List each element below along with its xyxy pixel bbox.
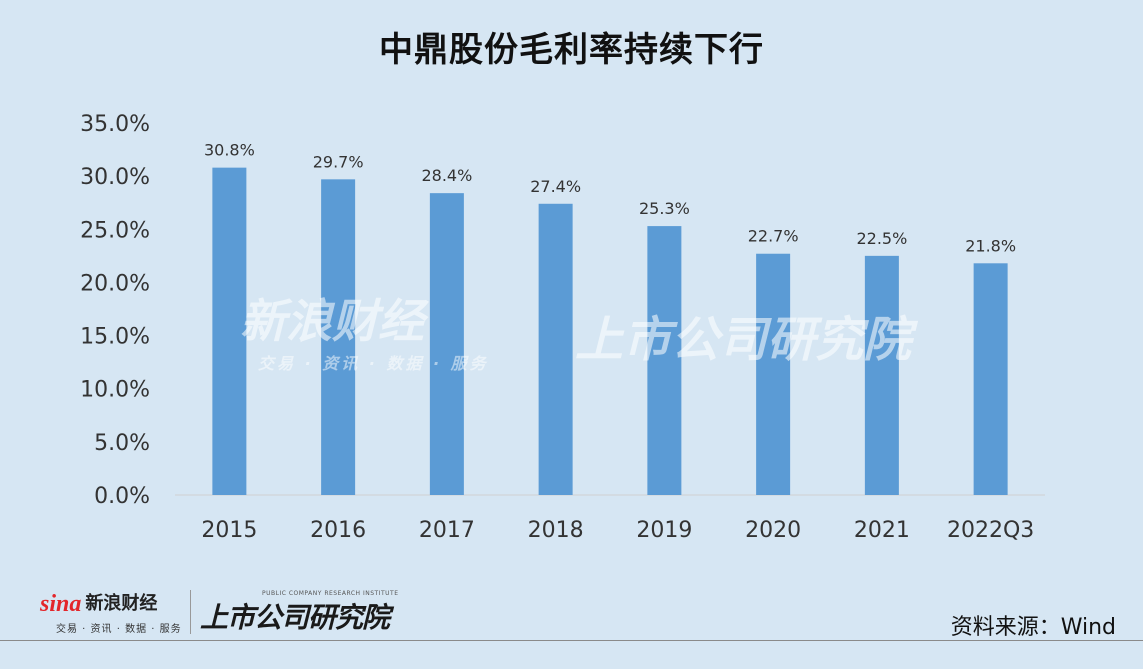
x-tick-label: 2018 xyxy=(528,518,584,543)
y-tick-label: 30.0% xyxy=(80,165,150,190)
bar-value-label: 29.7% xyxy=(313,152,364,171)
sina-brand: sina 新浪财经 交易 · 资讯 · 数据 · 服务 xyxy=(40,591,181,635)
bar-value-label: 27.4% xyxy=(530,177,581,196)
sina-logo: sina xyxy=(40,591,82,617)
y-tick-label: 35.0% xyxy=(80,112,150,137)
bar-value-label: 30.8% xyxy=(204,141,255,160)
x-tick-label: 2016 xyxy=(310,518,366,543)
bar-value-label: 21.8% xyxy=(965,236,1016,255)
bar-value-label: 22.7% xyxy=(748,227,799,246)
y-tick-label: 25.0% xyxy=(80,218,150,243)
y-tick-label: 10.0% xyxy=(80,378,150,403)
bar xyxy=(538,203,573,495)
footer-divider xyxy=(0,640,1143,641)
data-source: 资料来源：Wind xyxy=(950,615,1116,640)
y-tick-label: 5.0% xyxy=(94,431,150,456)
bar-value-label: 28.4% xyxy=(421,166,472,185)
bar xyxy=(973,263,1008,495)
institute-english-name: PUBLIC COMPANY RESEARCH INSTITUTE xyxy=(262,590,399,597)
x-tick-label: 2017 xyxy=(419,518,475,543)
x-tick-label: 2019 xyxy=(636,518,692,543)
bar xyxy=(647,226,682,495)
sina-tagline: 交易 · 资讯 · 数据 · 服务 xyxy=(56,624,182,635)
sina-name: 新浪财经 xyxy=(85,593,158,614)
y-tick-label: 0.0% xyxy=(94,484,150,509)
institute-logo: 上市公司研究院 xyxy=(200,601,390,634)
chart-title: 中鼎股份毛利率持续下行 xyxy=(379,30,764,70)
x-tick-label: 2022Q3 xyxy=(947,518,1034,543)
bar xyxy=(212,167,247,495)
bar xyxy=(756,253,791,495)
x-tick-label: 2021 xyxy=(854,518,910,543)
bar xyxy=(321,179,356,495)
bars: 30.8% 29.7% 28.4% 27.4% 25.3% 22.7% 22.5% 21.8% xyxy=(204,141,1016,496)
x-tick-label: 2020 xyxy=(745,518,801,543)
y-tick-label: 20.0% xyxy=(80,271,150,296)
bar xyxy=(864,255,899,495)
bar-chart: 0.0% 5.0% 10.0% 15.0% 20.0% 25.0% 30.0% 35.0% 3… xyxy=(80,112,1045,543)
bar-value-label: 25.3% xyxy=(639,199,690,218)
bar-value-label: 22.5% xyxy=(856,229,907,248)
y-axis: 0.0% 5.0% 10.0% 15.0% 20.0% 25.0% 30.0% 35.0% xyxy=(80,112,150,509)
x-tick-label: 2015 xyxy=(201,518,257,543)
x-axis: 2015 2016 2017 2018 2019 2020 2021 2022Q3 xyxy=(201,518,1034,543)
y-tick-label: 15.0% xyxy=(80,325,150,350)
bar xyxy=(429,193,464,496)
brand-divider xyxy=(190,590,191,634)
